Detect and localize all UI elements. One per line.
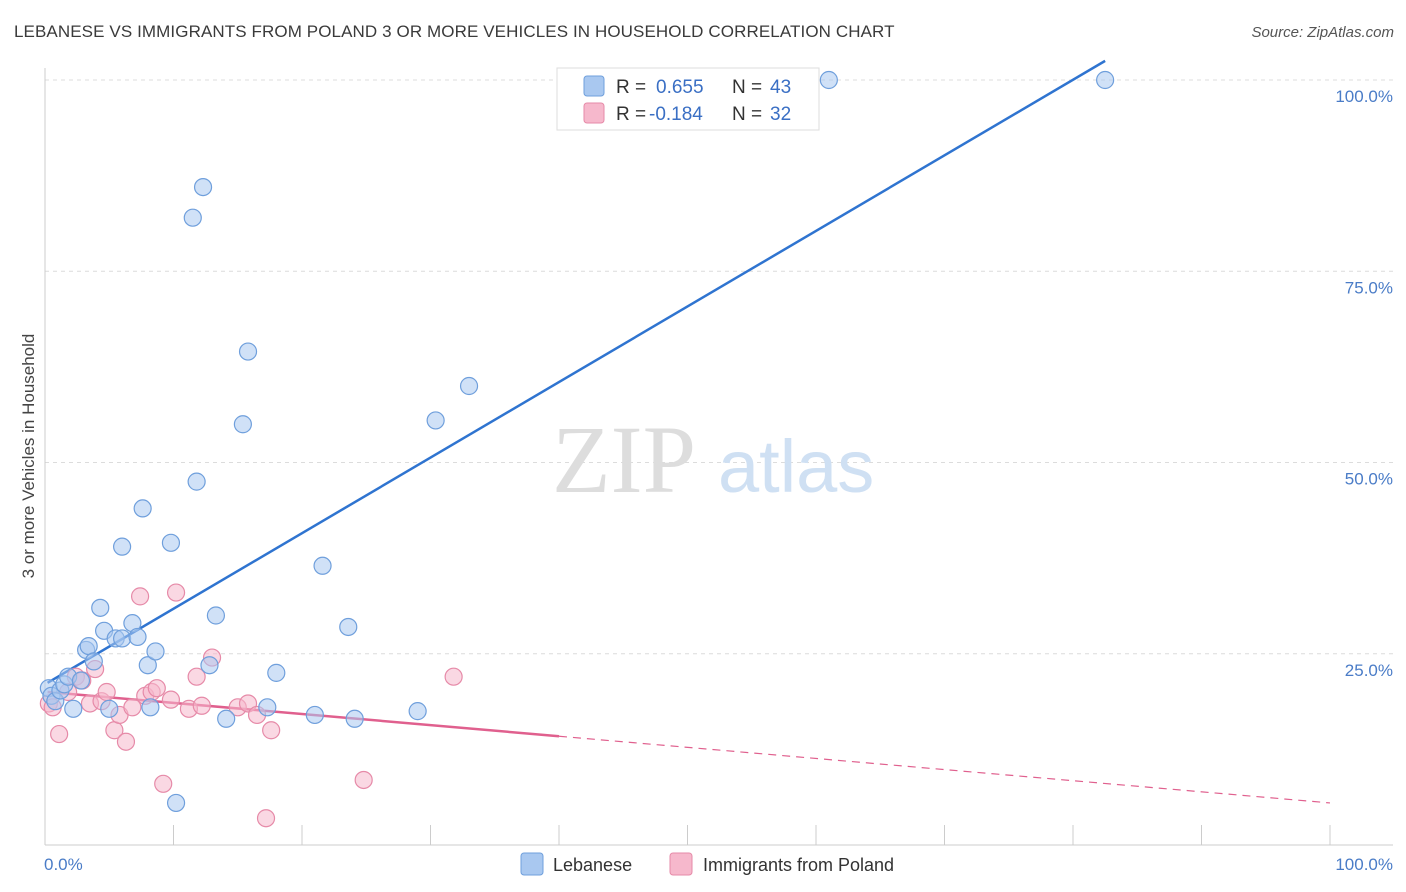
point-lebanese [345, 709, 364, 728]
x-tick-label-max: 100.0% [1335, 855, 1393, 874]
point-lebanese [183, 208, 202, 227]
y-tick-label: 75.0% [1345, 278, 1393, 297]
point-poland [444, 667, 463, 686]
y-tick-labels: 25.0% 50.0% 75.0% 100.0% [1335, 87, 1393, 680]
point-lebanese [193, 178, 213, 197]
point-poland [154, 774, 173, 793]
y-axis-label: 3 or more Vehicles in Household [19, 334, 38, 579]
point-poland [116, 732, 136, 751]
point-lebanese [267, 663, 286, 682]
axes [44, 68, 1393, 846]
legend-n-value-poland: 32 [770, 104, 791, 125]
point-poland [130, 587, 150, 606]
legend-swatch-lebanese [583, 75, 605, 97]
legend-bottom-swatch-poland [669, 852, 693, 876]
legend-top: R = 0.655 N = 43 R = -0.184 N = 32 [556, 67, 820, 131]
watermark-atlas: atlas [718, 425, 874, 508]
point-lebanese [305, 705, 324, 725]
chart-title: LEBANESE VS IMMIGRANTS FROM POLAND 3 OR … [14, 22, 895, 41]
point-lebanese [187, 472, 206, 491]
point-lebanese [64, 699, 83, 718]
point-poland [192, 696, 211, 715]
watermark-zip: ZIP [552, 406, 696, 513]
point-poland [161, 690, 181, 709]
point-lebanese [112, 629, 132, 648]
legend-n-value-lebanese: 43 [770, 77, 791, 98]
point-poland [147, 679, 166, 698]
legend-r-label-lebanese: R = [616, 77, 646, 98]
x-tick-label-min: 0.0% [44, 855, 83, 874]
y-tick-label: 100.0% [1335, 87, 1393, 106]
point-lebanese [146, 642, 165, 661]
point-lebanese [161, 533, 181, 552]
point-poland [354, 770, 373, 790]
point-lebanese [233, 415, 252, 434]
point-lebanese [141, 698, 160, 717]
point-poland [166, 583, 186, 602]
legend-swatch-poland [583, 102, 605, 124]
point-lebanese [166, 793, 186, 813]
legend-bottom-swatch-lebanese [520, 852, 544, 876]
point-lebanese [426, 411, 445, 430]
legend-r-label-poland: R = [616, 104, 646, 125]
point-lebanese [91, 598, 110, 617]
point-lebanese [84, 652, 103, 671]
point-lebanese [1096, 70, 1115, 90]
y-tick-label: 50.0% [1345, 470, 1393, 489]
data-points [39, 70, 1115, 828]
point-lebanese [819, 70, 838, 90]
grid-lines [45, 79, 1393, 655]
legend-bottom: Lebanese Immigrants from Poland [520, 852, 894, 876]
source-label: Source: ZipAtlas.com [1251, 24, 1394, 41]
legend-bottom-label-lebanese: Lebanese [553, 855, 632, 875]
point-poland [262, 721, 281, 740]
point-lebanese [238, 342, 258, 361]
point-lebanese [79, 636, 98, 656]
trend-line-poland-extension [558, 735, 1331, 804]
point-lebanese [128, 627, 147, 647]
legend-n-label-poland: N = [732, 104, 762, 125]
legend-n-label-lebanese: N = [732, 77, 762, 98]
y-tick-label: 25.0% [1345, 661, 1393, 680]
point-poland [256, 809, 276, 828]
point-lebanese [133, 499, 152, 518]
point-lebanese [200, 656, 219, 675]
point-lebanese [100, 699, 119, 718]
point-lebanese [71, 671, 91, 690]
point-lebanese [459, 376, 479, 396]
point-poland [50, 724, 69, 744]
point-lebanese [206, 606, 226, 625]
point-lebanese [217, 709, 236, 728]
point-lebanese [313, 556, 332, 575]
watermark: ZIP atlas [552, 406, 874, 513]
point-lebanese [408, 702, 427, 721]
point-lebanese [138, 656, 157, 675]
trend-line-lebanese [46, 59, 1106, 684]
legend-bottom-label-poland: Immigrants from Poland [703, 855, 894, 875]
point-lebanese [339, 617, 358, 637]
point-poland [123, 698, 142, 717]
point-poland [187, 667, 206, 686]
point-lebanese [112, 537, 132, 556]
point-poland [97, 682, 116, 702]
legend-r-value-poland: -0.184 [649, 104, 703, 125]
legend-r-value-lebanese: 0.655 [656, 77, 704, 98]
point-lebanese [258, 698, 277, 717]
